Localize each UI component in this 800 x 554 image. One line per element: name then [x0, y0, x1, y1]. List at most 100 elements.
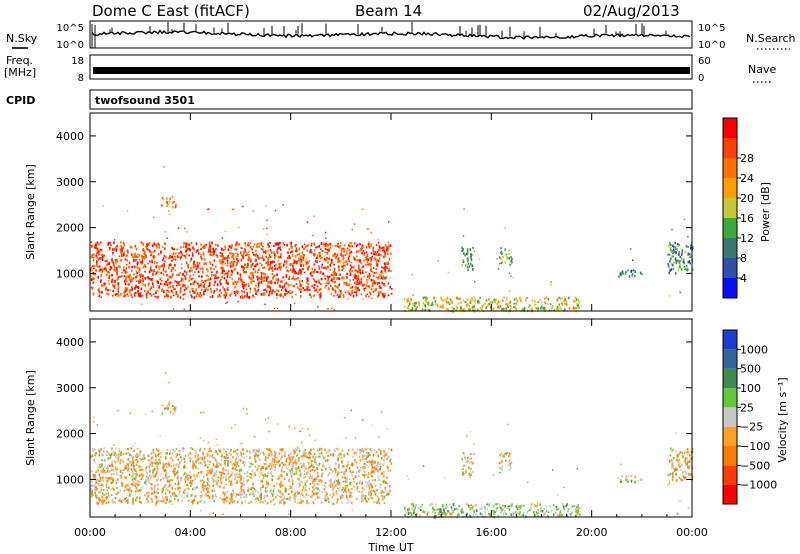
echo-cell: [151, 259, 153, 263]
echo-cell: [178, 252, 180, 255]
echo-cell: [298, 478, 300, 481]
echo-cell: [472, 513, 475, 516]
echo-cell: [465, 469, 467, 472]
echo-cell: [418, 304, 421, 307]
echo-cell: [350, 471, 353, 474]
echo-cell: [153, 451, 155, 455]
echo-cell: [299, 469, 301, 472]
echo-cell: [499, 472, 501, 474]
freq-axis-top: 18: [71, 56, 84, 67]
echo-cell: [310, 459, 313, 463]
echo-cell: [276, 281, 279, 284]
echo-cell: [98, 472, 100, 475]
echo-cell: [185, 472, 188, 475]
echo-cell: [281, 455, 283, 458]
echo-cell: [116, 487, 118, 490]
echo-cell: [353, 242, 356, 245]
echo-cell: [139, 489, 141, 492]
echo-cell: [251, 248, 253, 251]
echo-cell: [224, 290, 227, 293]
echo-cell: [154, 273, 157, 276]
echo-cell: [131, 253, 133, 256]
echo-cell: [325, 467, 327, 471]
echo-cell: [208, 246, 211, 250]
echo-cell: [634, 270, 636, 274]
echo-cell: [211, 271, 213, 274]
echo-cell: [266, 457, 269, 460]
echo-cell: [132, 256, 134, 259]
echo-cell: [141, 476, 143, 479]
echo-cell: [225, 450, 227, 453]
echo-cell: [462, 247, 464, 251]
echo-cell: [250, 277, 253, 281]
echo-cell: [315, 256, 318, 260]
echo-cell: [334, 484, 337, 488]
echo-cell: [120, 259, 122, 262]
echo-cell: [121, 249, 123, 252]
echo-cell: [100, 466, 102, 469]
echo-cell: [258, 276, 261, 279]
echo-cell: [388, 447, 390, 450]
echo-cell: [361, 266, 364, 269]
echo-cell: [368, 272, 371, 275]
echo-cell: [378, 436, 380, 438]
echo-cell: [108, 477, 111, 480]
echo-cell: [331, 482, 334, 485]
echo-cell: [273, 307, 275, 310]
echo-cell: [493, 510, 496, 514]
echo-cell: [166, 237, 168, 239]
echo-cell: [240, 278, 243, 282]
echo-cell: [117, 276, 120, 279]
echo-cell: [322, 267, 325, 270]
echo-cell: [390, 458, 392, 461]
echo-cell: [219, 477, 222, 480]
echo-cell: [302, 494, 304, 497]
echo-cell: [407, 297, 410, 301]
echo-cell: [573, 307, 576, 310]
echo-cell: [100, 291, 102, 294]
echo-cell: [104, 499, 106, 502]
echo-cell: [281, 471, 284, 473]
echo-cell: [92, 292, 95, 295]
echo-cell: [212, 479, 215, 482]
echo-cell: [141, 294, 144, 297]
echo-cell: [342, 465, 345, 468]
echo-cell: [468, 308, 470, 311]
echo-cell: [111, 494, 113, 496]
echo-cell: [377, 241, 380, 244]
echo-cell: [574, 296, 576, 299]
echo-cell: [204, 456, 206, 460]
echo-cell: [145, 245, 147, 248]
echo-cell: [209, 249, 211, 253]
echo-cell: [368, 295, 370, 298]
echo-cell: [579, 513, 581, 516]
echo-cell: [379, 486, 381, 489]
echo-cell: [269, 286, 272, 290]
echo-cell: [412, 504, 415, 508]
echo-cell: [247, 258, 250, 262]
echo-cell: [211, 241, 213, 245]
echo-cell: [326, 280, 328, 283]
echo-cell: [264, 277, 266, 280]
echo-cell: [254, 254, 256, 257]
echo-cell: [316, 246, 319, 248]
echo-cell: [174, 487, 176, 490]
echo-cell: [314, 460, 316, 464]
echo-cell: [314, 479, 316, 483]
echo-cell: [369, 448, 371, 451]
echo-cell: [238, 469, 241, 472]
echo-cell: [281, 280, 283, 283]
date-title: 02/Aug/2013: [583, 2, 680, 20]
echo-cell: [147, 481, 150, 483]
echo-cell: [98, 480, 100, 483]
echo-cell: [577, 305, 579, 308]
echo-cell: [690, 253, 693, 256]
echo-cell: [318, 266, 321, 269]
echo-cell: [168, 500, 171, 504]
echo-cell: [101, 255, 104, 259]
echo-cell: [242, 268, 244, 271]
echo-cell: [226, 491, 228, 494]
echo-cell: [355, 274, 358, 277]
echo-cell: [272, 494, 274, 497]
echo-cell: [165, 292, 168, 295]
